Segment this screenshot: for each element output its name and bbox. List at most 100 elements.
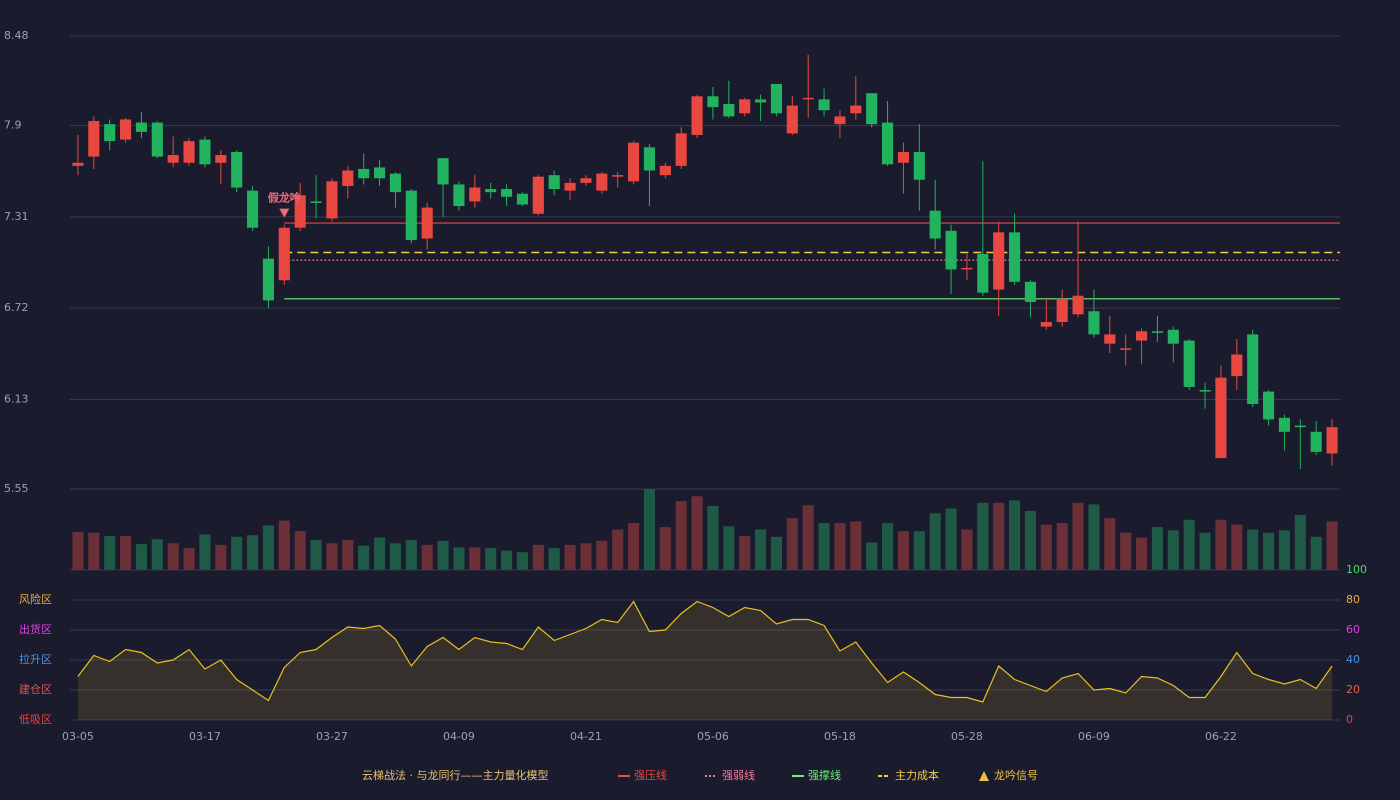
volume-bar: [104, 535, 116, 570]
candle-body: [1231, 354, 1243, 377]
volume-bar: [135, 544, 147, 570]
volume-bar: [596, 540, 608, 570]
x-tick-label: 03-27: [316, 730, 348, 743]
volume-bar: [1326, 521, 1338, 570]
y2-tick-label: 80: [1346, 593, 1360, 606]
candle-body: [961, 267, 973, 270]
legend-label: 主力成本: [895, 768, 939, 782]
candle-body: [1294, 425, 1306, 428]
volume-bar: [612, 529, 624, 570]
legend-label: 强压线: [634, 768, 667, 782]
volume-bar: [310, 540, 322, 570]
candle-body: [897, 151, 909, 163]
candle-body: [1167, 329, 1179, 344]
candle-body: [770, 83, 782, 114]
volume-bar: [1263, 532, 1275, 570]
volume-bar: [755, 529, 767, 570]
volume-bar: [1056, 523, 1068, 570]
candle-body: [469, 187, 481, 202]
candle-body: [723, 104, 735, 117]
volume-bar: [1215, 519, 1227, 570]
volume-bar: [580, 543, 592, 570]
volume-bar: [882, 523, 894, 570]
candle-body: [1120, 348, 1132, 350]
candle-body: [596, 173, 608, 191]
volume-bar: [72, 531, 84, 570]
volume-bar: [215, 544, 227, 570]
volume-bar: [850, 521, 862, 570]
y-tick-label: 7.9: [4, 119, 22, 132]
candle-body: [262, 258, 274, 301]
candle-body: [977, 253, 989, 293]
candle-body: [612, 175, 624, 177]
candle-body: [1263, 391, 1275, 420]
candle-body: [1247, 334, 1259, 404]
x-tick-label: 05-18: [824, 730, 856, 743]
y2-tick-label: 20: [1346, 683, 1360, 696]
candle-body: [167, 155, 179, 163]
volume-bar: [1151, 527, 1163, 570]
candle-body: [453, 184, 465, 207]
x-tick-label: 04-09: [443, 730, 475, 743]
volume-bar: [707, 506, 719, 570]
volume-bar: [1310, 536, 1322, 570]
x-tick-label: 03-05: [62, 730, 94, 743]
candle-body: [1278, 417, 1290, 432]
candle-body: [485, 189, 497, 193]
candle-body: [866, 93, 878, 125]
volume-bar: [1231, 524, 1243, 570]
x-tick-label: 04-21: [570, 730, 602, 743]
candle-body: [104, 124, 116, 142]
volume-bar: [659, 527, 671, 570]
indicator-area: [77, 601, 1333, 720]
y2-tick-label: 0: [1346, 713, 1353, 726]
indicator-line: [77, 600, 1333, 703]
volume-bar: [834, 523, 846, 570]
candle-body: [1215, 377, 1227, 459]
volume-bar: [1009, 500, 1021, 570]
legend-label: 强撑线: [808, 768, 841, 782]
candle-body: [818, 99, 830, 111]
zone-label: 出货区: [19, 622, 52, 636]
candle-body: [151, 122, 163, 157]
candle-body: [1136, 331, 1148, 341]
volume-bar: [389, 543, 401, 570]
candle-body: [516, 193, 528, 205]
candle-body: [294, 195, 306, 228]
candle-body: [389, 173, 401, 193]
volume-bar: [516, 552, 528, 570]
volume-bar: [691, 496, 703, 570]
zone-label: 低吸区: [19, 713, 52, 726]
volume-bar: [1040, 524, 1052, 570]
zone-label: 建仓区: [19, 682, 52, 696]
candle-body: [1024, 281, 1036, 302]
volume-bar: [120, 535, 132, 570]
volume-bar: [1104, 518, 1116, 570]
volume-bar: [913, 531, 925, 570]
candle-body: [1072, 295, 1084, 315]
volume-bar: [866, 542, 878, 570]
candle-body: [643, 147, 655, 171]
y-tick-label: 5.55: [4, 482, 29, 495]
candle-body: [548, 175, 560, 190]
volume-bar: [1294, 514, 1306, 570]
volume-bar: [88, 532, 100, 570]
volume-bar: [358, 545, 370, 570]
y2-tick-label: 60: [1346, 623, 1360, 636]
candle-body: [628, 142, 640, 182]
y2-tick-label: 40: [1346, 653, 1360, 666]
volume-bar: [247, 535, 259, 570]
candle-body: [278, 227, 290, 281]
volume-bar: [374, 537, 386, 570]
candle-body: [326, 181, 338, 219]
y2-tick-label: 100: [1346, 563, 1367, 576]
volume-bar: [199, 534, 211, 570]
candle-body: [1009, 232, 1021, 282]
candle-body: [1326, 427, 1338, 454]
volume-bar: [929, 513, 941, 570]
candle-body: [1056, 298, 1068, 323]
legend: 云梯战法 · 与龙同行——主力量化模型 强压线 强弱线 强撑线 主力成本 龙吟信…: [362, 768, 1038, 782]
x-tick-label: 05-28: [951, 730, 983, 743]
volume-bar: [1278, 530, 1290, 570]
